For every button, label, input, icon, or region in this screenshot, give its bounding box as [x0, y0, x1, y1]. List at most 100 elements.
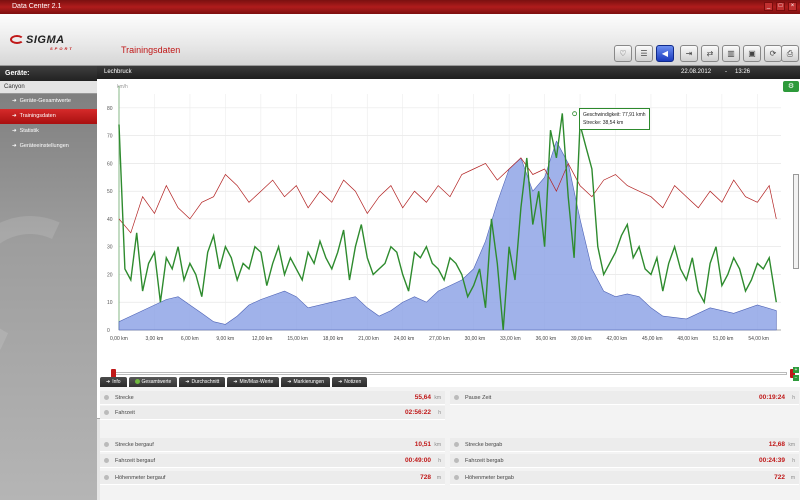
active-dot-icon [134, 379, 140, 384]
stat-label: Strecke bergab [465, 442, 503, 448]
stat-row-ascent: Höhenmeter bergauf 728 m [100, 471, 445, 485]
stat-unit: m [790, 475, 795, 481]
heartrate-line [118, 157, 777, 234]
tab-notes[interactable]: ➜ Notizen [332, 377, 368, 387]
range-left-handle[interactable] [111, 369, 116, 378]
sidebar-item-label: Geräteeinstellungen [19, 143, 69, 149]
stat-label: Strecke [115, 395, 134, 401]
stat-label: Strecke bergauf [115, 442, 154, 448]
page-title: Trainingsdaten [121, 45, 181, 55]
stat-row-distance: Strecke 55,64 km [100, 391, 445, 405]
sidebar-item-totals[interactable]: ➜ Geräte-Gesamtwerte [0, 94, 97, 109]
tooltip-distance: Strecke: 38,54 km [583, 120, 624, 126]
stat-value: 55,64 [414, 394, 431, 401]
maximize-button[interactable]: □ [776, 2, 785, 11]
sigma-logo: SIGMA SPORT [10, 34, 74, 51]
tab-label: Gesamtwerte [141, 379, 172, 385]
tab-markers[interactable]: ➜ Markierungen [281, 377, 331, 387]
sidebar-item-label: Statistik [19, 128, 39, 134]
x-tick-label: 48,00 km [677, 336, 698, 342]
tab-minmax[interactable]: ➜ Min/Max-Werte [227, 377, 280, 387]
x-tick-label: 9,00 km [216, 336, 234, 342]
x-tick-label: 33,00 km [500, 336, 521, 342]
sidebar-item-statistics[interactable]: ➜ Statistik [0, 124, 97, 139]
stat-value: 00:19:24 [758, 394, 785, 401]
stat-row-ride-time: Fahrzeit 02:56:22 h [100, 406, 445, 420]
close-button[interactable]: × [788, 2, 797, 11]
sidebar-item-label: Trainingsdaten [19, 113, 56, 119]
stat-label: Höhenmeter bergab [465, 475, 514, 481]
x-tick-label: 51,00 km [713, 336, 734, 342]
computer-icon[interactable]: ▣ [743, 45, 761, 62]
arrow-right-icon: ➜ [106, 379, 111, 385]
range-right-handle[interactable] [790, 369, 795, 378]
book-icon[interactable]: ▥ [722, 45, 740, 62]
notes-icon[interactable]: ☰ [635, 45, 653, 62]
stat-value: 722 [774, 474, 785, 481]
y-tick-label: 50 [107, 189, 113, 195]
date-separator: - [725, 69, 727, 75]
range-slider[interactable] [111, 369, 795, 378]
x-tick-label: 3,00 km [145, 336, 163, 342]
arrow-right-icon: ➜ [338, 379, 343, 385]
tab-label: Notizen [344, 379, 362, 385]
stat-icon [104, 475, 109, 480]
stat-unit: h [792, 458, 795, 464]
stat-value: 10,51 [414, 441, 431, 448]
stat-value: 02:56:22 [404, 409, 431, 416]
back-icon[interactable]: ◀ [656, 45, 674, 62]
sidebar-item-settings[interactable]: ➜ Geräteeinstellungen [0, 139, 97, 154]
stat-unit: km [434, 395, 441, 401]
x-tick-label: 39,00 km [571, 336, 592, 342]
export-icon[interactable]: ⇥ [680, 45, 698, 62]
arrow-right-icon: ➜ [12, 98, 17, 104]
stat-icon [454, 395, 459, 400]
pulse-icon[interactable]: ♡ [614, 45, 632, 62]
speed-line [118, 113, 777, 331]
x-tick-label: 0,00 km [110, 336, 128, 342]
stat-label: Höhenmeter bergauf [115, 475, 166, 481]
x-tick-label: 24,00 km [394, 336, 415, 342]
tab-label: Durchschnitt [191, 379, 220, 385]
stat-row-distance-downhill: Strecke bergab 12,68 km [450, 438, 799, 452]
x-tick-label: 36,00 km [536, 336, 557, 342]
range-track[interactable] [115, 372, 787, 375]
tab-average[interactable]: ➜ Durchschnitt [179, 377, 226, 387]
device-selector[interactable]: Canyon [0, 81, 97, 94]
arrow-right-icon: ➜ [12, 128, 17, 134]
stat-unit: h [438, 410, 441, 416]
stat-unit: m [436, 475, 441, 481]
logo-mark-icon [10, 35, 24, 44]
transfer-icon[interactable]: ⇄ [701, 45, 719, 62]
x-tick-label: 27,00 km [429, 336, 450, 342]
stat-value: 12,68 [768, 441, 785, 448]
zoom-out-icon[interactable]: − [793, 375, 799, 381]
chart-tooltip: Geschwindigkeit: 77,91 kmh Strecke: 38,5… [579, 108, 650, 130]
stat-label: Fahrzeit bergauf [115, 458, 156, 464]
chart-settings-gear-icon[interactable]: ⚙ [783, 81, 799, 92]
y-tick-label: 20 [107, 272, 113, 278]
zoom-in-icon[interactable]: + [793, 367, 799, 373]
stat-icon [104, 458, 109, 463]
stat-icon [454, 475, 459, 480]
tab-info[interactable]: ➜ Info [100, 377, 127, 387]
detail-tabs: ➜ Info Gesamtwerte ➜ Durchschnitt ➜ Min/Max… [100, 377, 368, 387]
x-tick-label: 15,00 km [287, 336, 308, 342]
arrow-right-icon: ➜ [287, 379, 292, 385]
sidebar-item-training[interactable]: ➜ Trainingsdaten [0, 109, 97, 124]
minimize-button[interactable]: _ [764, 2, 773, 11]
stat-unit: h [792, 395, 795, 401]
stat-icon [454, 458, 459, 463]
training-chart[interactable]: km/h 0 10 20 30 40 50 60 70 80 0,00 km 3,00 km 6,00 … [97, 79, 800, 419]
x-tick-label: 54,00 km [748, 336, 769, 342]
y-axis-label: km/h [117, 84, 128, 90]
tab-totals[interactable]: Gesamtwerte [128, 377, 178, 387]
sync-icon[interactable]: ⟳ [764, 45, 782, 62]
vertical-scrollbar[interactable] [793, 174, 799, 269]
y-tick-label: 0 [107, 328, 110, 334]
print-icon[interactable]: ⎙ [781, 45, 799, 62]
x-tick-label: 6,00 km [181, 336, 199, 342]
sidebar-heading: Geräte: [0, 66, 97, 81]
stat-icon [454, 442, 459, 447]
